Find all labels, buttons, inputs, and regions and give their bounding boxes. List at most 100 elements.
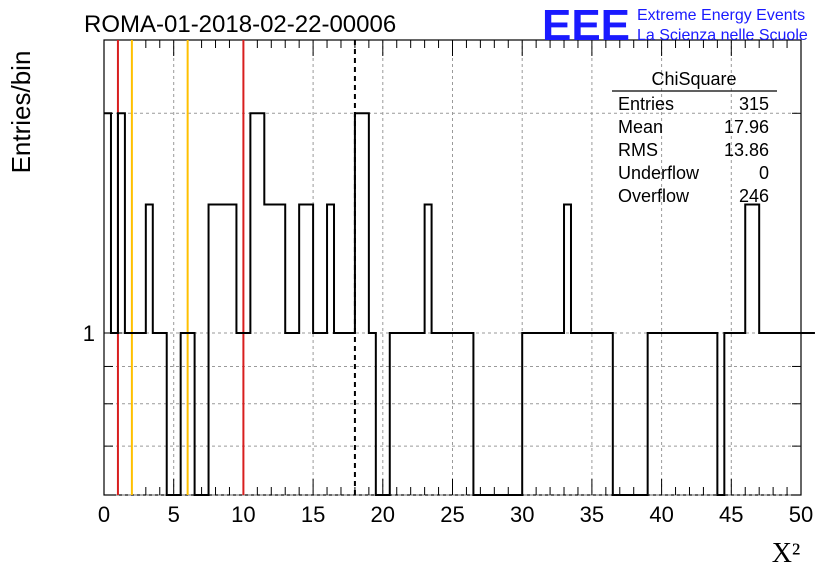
histogram-bin <box>139 333 146 495</box>
histogram-bin <box>606 333 613 495</box>
logo-line-1: Extreme Energy Events <box>637 7 805 24</box>
histogram-bin <box>404 333 411 495</box>
stats-value-rms: 13.86 <box>724 140 769 160</box>
histogram-bin <box>104 113 111 495</box>
x-tick-label: 20 <box>371 502 395 527</box>
x-tick-label: 50 <box>789 502 813 527</box>
histogram-bin <box>432 333 439 495</box>
histogram-bin <box>676 333 683 495</box>
eee-logo: EEE Extreme Energy Events La Scienza nel… <box>542 1 808 50</box>
histogram-bin <box>446 333 453 495</box>
histogram-bin <box>236 333 243 495</box>
histogram-bin <box>153 333 160 495</box>
chart-title: ROMA-01-2018-02-22-00006 <box>84 11 396 38</box>
histogram-bin <box>285 333 292 495</box>
stats-label-rms: RMS <box>618 140 658 160</box>
histogram-bin <box>766 333 773 495</box>
histogram-bin <box>794 333 801 495</box>
histogram-bin <box>459 333 466 495</box>
histogram-bin <box>585 333 592 495</box>
histogram-bin <box>146 204 153 495</box>
histogram-bin <box>271 204 278 495</box>
histogram-bin <box>578 333 585 495</box>
histogram-bin <box>738 333 745 495</box>
histogram-bin <box>243 333 250 495</box>
histogram-bin <box>209 204 216 495</box>
histogram-bin <box>808 333 815 495</box>
axis-ticks <box>103 40 802 496</box>
histogram-bin <box>411 333 418 495</box>
histogram-bin <box>787 333 794 495</box>
histogram-bin <box>745 204 752 495</box>
histogram-bin <box>543 333 550 495</box>
histogram-bin <box>724 333 731 495</box>
histogram-bin <box>662 333 669 495</box>
y-tick-labels: 1 <box>83 321 95 346</box>
histogram-bin <box>550 333 557 495</box>
histogram-bin <box>292 333 299 495</box>
histogram-bin <box>257 113 264 495</box>
histogram-bin <box>118 113 125 495</box>
histogram-bin <box>418 333 425 495</box>
histogram-bin <box>683 333 690 495</box>
histogram-bin <box>264 204 271 495</box>
logo-line-2: La Scienza nelle Scuole <box>637 27 808 44</box>
histogram-bin <box>369 333 376 495</box>
x-tick-label: 15 <box>301 502 325 527</box>
histogram-bin <box>689 333 696 495</box>
histogram-bin <box>355 113 362 495</box>
histogram-bin <box>348 333 355 495</box>
stats-value-entries: 315 <box>739 94 769 114</box>
x-tick-label: 10 <box>231 502 255 527</box>
histogram-bin <box>229 204 236 495</box>
histogram-bin <box>160 333 167 495</box>
x-tick-label: 40 <box>649 502 673 527</box>
histogram-bin <box>320 333 327 495</box>
histogram-bin <box>188 333 195 495</box>
histogram-bin <box>759 333 766 495</box>
x-tick-label: 5 <box>168 502 180 527</box>
x-tick-label: 30 <box>510 502 534 527</box>
histogram-bin <box>669 333 676 495</box>
histogram-bin <box>425 204 432 495</box>
histogram-bin <box>801 333 808 495</box>
histogram-bin <box>599 333 606 495</box>
stats-label-underflow: Underflow <box>618 163 700 183</box>
histogram-bin <box>216 204 223 495</box>
histogram-bin <box>362 113 369 495</box>
histogram-bin <box>181 333 188 495</box>
stats-value-mean: 17.96 <box>724 117 769 137</box>
histogram-bin <box>327 204 334 495</box>
histogram-bin <box>696 333 703 495</box>
histogram-bin <box>557 333 564 495</box>
histogram-bin <box>278 204 285 495</box>
histogram-bin <box>703 333 710 495</box>
histogram-bin <box>571 333 578 495</box>
histogram-bin <box>731 333 738 495</box>
stats-value-overflow: 246 <box>739 186 769 206</box>
histogram-outline <box>104 112 815 496</box>
histogram-bin <box>397 333 404 495</box>
histogram-bin <box>125 333 132 495</box>
histogram-bin <box>529 333 536 495</box>
x-tick-label: 45 <box>719 502 743 527</box>
histogram-bin <box>250 113 257 495</box>
stats-title: ChiSquare <box>651 69 736 89</box>
y-tick-label: 1 <box>83 321 95 346</box>
histogram-bin <box>648 333 655 495</box>
histogram-bin <box>439 333 446 495</box>
histogram-bin <box>132 333 139 495</box>
histogram-bin <box>390 333 397 495</box>
x-tick-label: 35 <box>580 502 604 527</box>
histogram-bin <box>222 204 229 495</box>
histogram-bin <box>453 333 460 495</box>
histogram-bin <box>522 333 529 495</box>
y-axis-label: Entries/bin <box>6 51 36 174</box>
stats-box: ChiSquare Entries 315 Mean 17.96 RMS 13.… <box>612 69 777 206</box>
histogram-bin <box>710 333 717 495</box>
histogram-bin <box>655 333 662 495</box>
logo-mark: EEE <box>542 1 630 50</box>
x-axis-label: X² <box>772 538 801 569</box>
histogram-bin <box>341 333 348 495</box>
